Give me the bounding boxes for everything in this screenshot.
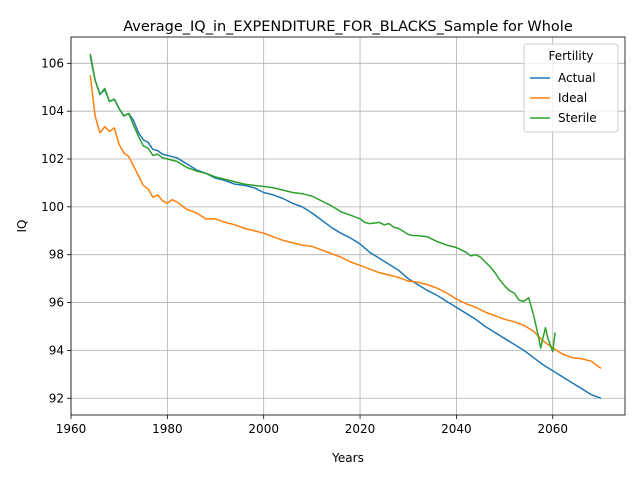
legend-frame — [523, 43, 619, 133]
y-tick-label: 104 — [41, 104, 64, 118]
legend: Fertility Actual Ideal Sterile — [523, 43, 619, 133]
y-tick-label: 94 — [49, 343, 64, 357]
y-tick-label: 98 — [49, 248, 64, 262]
chart-title: Average_IQ_in_EXPENDITURE_FOR_BLACKS_Sam… — [123, 19, 573, 35]
x-tick-label: 1980 — [152, 422, 183, 436]
x-tick-label: 1960 — [56, 422, 87, 436]
y-tick-label: 100 — [41, 200, 64, 214]
x-tick-label: 2020 — [345, 422, 376, 436]
x-tick-label: 2000 — [248, 422, 279, 436]
legend-title: Fertility — [548, 49, 593, 63]
y-axis-ticks: 92 94 96 98 100 102 104 106 — [41, 56, 71, 405]
x-axis-title: Years — [331, 451, 364, 465]
y-tick-label: 102 — [41, 152, 64, 166]
series-line-sterile — [89, 53, 556, 353]
series-lines — [89, 53, 602, 399]
x-tick-label: 2040 — [441, 422, 472, 436]
y-tick-label: 96 — [49, 296, 64, 310]
legend-entries: Actual Ideal Sterile — [530, 71, 597, 125]
legend-label-ideal: Ideal — [558, 91, 587, 105]
grid — [70, 37, 625, 415]
y-tick-label: 92 — [49, 391, 64, 405]
legend-label-actual: Actual — [558, 71, 596, 85]
series-line-actual — [89, 55, 602, 399]
legend-label-sterile: Sterile — [558, 111, 597, 125]
plot-area-frame — [70, 36, 626, 416]
y-tick-label: 106 — [41, 56, 64, 70]
x-tick-label: 2060 — [537, 422, 568, 436]
series-line-ideal — [89, 75, 602, 369]
y-axis-title: IQ — [15, 220, 29, 233]
x-axis-ticks: 1960 1980 2000 2020 2040 2060 — [56, 415, 568, 436]
